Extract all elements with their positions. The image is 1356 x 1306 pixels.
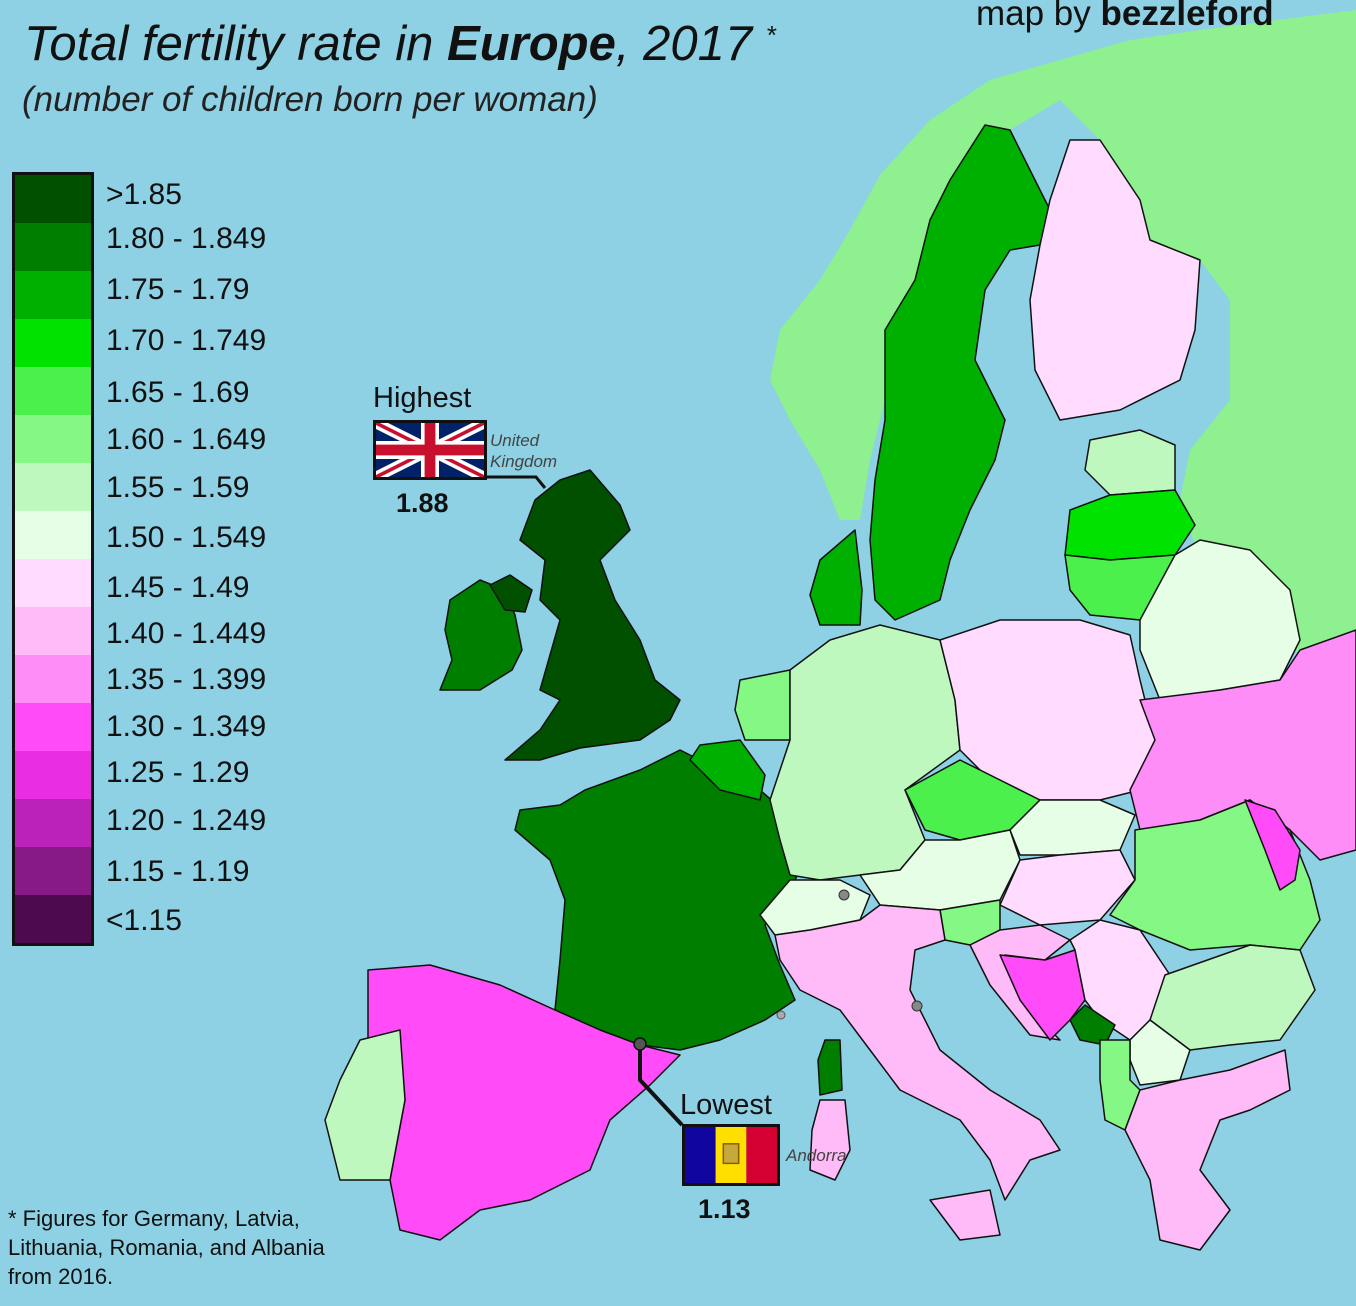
country-bosnia — [999, 949, 1086, 1041]
legend-swatch — [15, 223, 91, 271]
uk-callout-line — [487, 475, 547, 489]
country-united-kingdom — [504, 469, 681, 761]
highest-title: Highest — [373, 382, 472, 414]
legend-swatch — [15, 751, 91, 799]
legend-color-bar — [12, 172, 94, 946]
country-denmark — [809, 529, 863, 626]
country-montenegro — [1069, 1004, 1116, 1046]
legend-swatch — [15, 175, 91, 223]
lowest-country-name: Andorra — [786, 1146, 847, 1165]
liechtenstein-marker — [838, 889, 850, 901]
country-corsica — [817, 1039, 843, 1096]
legend-label: 1.55 - 1.59 — [106, 471, 250, 504]
legend-label: 1.15 - 1.19 — [106, 855, 250, 888]
country-hungary — [999, 849, 1136, 926]
legend-swatch — [15, 367, 91, 415]
legend-label: 1.20 - 1.249 — [106, 804, 267, 837]
san-marino-marker — [911, 1000, 923, 1012]
highest-country-name: United Kingdom — [490, 431, 558, 472]
country-northern-ireland — [489, 574, 533, 613]
legend-swatch — [15, 271, 91, 319]
country-italy — [774, 904, 1061, 1201]
country-sweden — [869, 124, 1051, 621]
legend-swatch — [15, 607, 91, 655]
legend-label: 1.25 - 1.29 — [106, 756, 250, 789]
legend-label: 1.50 - 1.549 — [106, 521, 267, 554]
legend-label: 1.80 - 1.849 — [106, 222, 267, 255]
country-portugal — [324, 1029, 406, 1181]
map-subtitle: (number of children born per woman) — [22, 80, 598, 119]
monaco-marker — [776, 1010, 786, 1020]
legend-swatch — [15, 799, 91, 847]
legend-swatch — [15, 511, 91, 559]
andorra-flag-icon — [682, 1124, 780, 1186]
footnote: * Figures for Germany, Latvia, Lithuania… — [8, 1206, 325, 1290]
country-netherlands — [734, 669, 791, 741]
country-finland — [1029, 139, 1201, 421]
legend-label: 1.35 - 1.399 — [106, 663, 267, 696]
legend-label: >1.85 — [106, 178, 182, 211]
legend-label: 1.30 - 1.349 — [106, 710, 267, 743]
map-credit: map by bezzleford — [976, 0, 1274, 33]
country-sicily — [929, 1189, 1001, 1241]
map-title: Total fertility rate in Europe, 2017 * — [24, 17, 776, 71]
legend-label: 1.75 - 1.79 — [106, 273, 250, 306]
legend-swatch — [15, 655, 91, 703]
country-moldova — [1244, 799, 1301, 891]
country-greece — [1124, 1049, 1291, 1251]
legend-label: 1.45 - 1.49 — [106, 571, 250, 604]
lowest-title: Lowest — [680, 1089, 772, 1121]
country-ukraine — [1129, 629, 1356, 861]
legend-swatch — [15, 319, 91, 367]
andorra-callout-line — [638, 1045, 684, 1127]
legend-label: <1.15 — [106, 904, 182, 937]
highest-value: 1.88 — [396, 488, 449, 518]
country-slovakia — [1009, 799, 1136, 856]
uk-flag-icon — [373, 420, 487, 480]
country-belarus — [1139, 539, 1301, 701]
legend-swatch — [15, 703, 91, 751]
legend-swatch — [15, 463, 91, 511]
legend-swatch — [15, 559, 91, 607]
legend-swatch — [15, 847, 91, 895]
andorra-marker — [633, 1037, 647, 1051]
lowest-value: 1.13 — [698, 1194, 751, 1224]
country-sardinia — [809, 1099, 851, 1181]
country-belgium — [689, 739, 766, 801]
legend-label: 1.40 - 1.449 — [106, 617, 267, 650]
legend-swatch — [15, 415, 91, 463]
legend-label: 1.70 - 1.749 — [106, 324, 267, 357]
legend-label: 1.60 - 1.649 — [106, 423, 267, 456]
legend-swatch — [15, 895, 91, 943]
legend-label: 1.65 - 1.69 — [106, 376, 250, 409]
